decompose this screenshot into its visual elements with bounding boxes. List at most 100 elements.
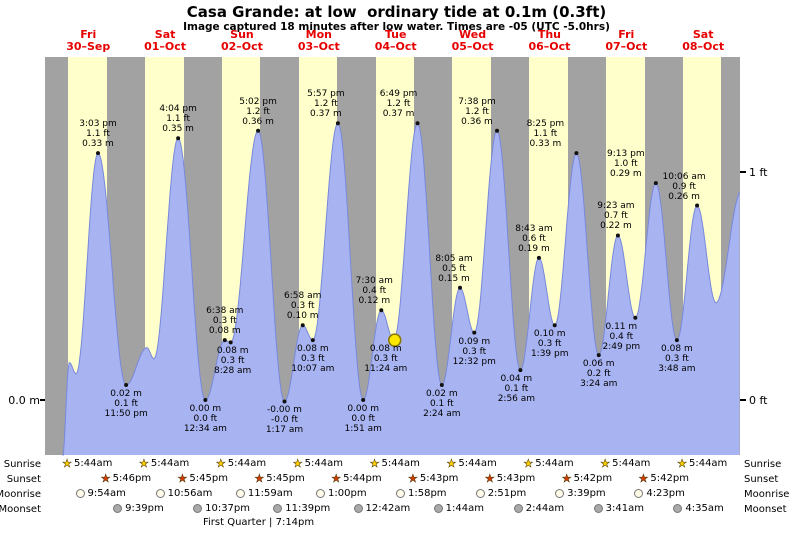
moonset-time: 1:44am [445, 503, 484, 514]
sunrise-star-icon: ★ [215, 457, 226, 470]
moonrise-entry: 3:39pm [555, 487, 606, 500]
moonset-time: 12:42am [365, 503, 411, 514]
sunrise-star-icon: ★ [523, 457, 534, 470]
moonrise-circle-icon [475, 489, 485, 498]
almanac-label-right-moonset: Moonset [744, 504, 787, 515]
sunrise-star-icon: ★ [139, 457, 149, 470]
day-date: 30–Sep [66, 39, 111, 53]
sunset-time: 5:42pm [650, 473, 689, 484]
moonrise-circle-icon [555, 489, 565, 498]
moonrise-entry: 4:23pm [634, 487, 685, 500]
sunset-entry: ★ 5:42pm [638, 472, 689, 485]
moonrise-entry: 9:54am [75, 487, 126, 500]
sunrise-star-icon: ★ [446, 457, 457, 470]
sunset-entry: ★ 5:43pm [484, 472, 536, 485]
sunset-time: 5:43pm [419, 473, 459, 484]
y-axis-label-meters: 0.0 m [8, 394, 40, 407]
moonset-entry: 12:42am [353, 502, 411, 515]
moonrise-circle-icon [316, 489, 326, 498]
y-axis-label-0ft: 0 ft [749, 394, 768, 407]
almanac-label-left-sunrise: Sunrise [3, 459, 41, 470]
moonset-entry: 4:35am [673, 502, 724, 515]
moonset-entry: 9:39pm [113, 502, 164, 515]
y-axis-label-1ft: 1 ft [749, 166, 768, 179]
moonset-entry: 10:37pm [193, 502, 250, 515]
day-label: Fri 07–Oct [586, 29, 666, 52]
day-label: Thu 06–Oct [509, 29, 589, 52]
sunset-time: 5:45pm [189, 473, 228, 484]
sunset-entry: ★ 5:45pm [254, 472, 305, 485]
moonrise-entry: 1:58pm [396, 487, 447, 500]
almanac-label-left-moonrise: Moonrise [0, 489, 41, 500]
sunset-star-icon: ★ [408, 472, 418, 485]
sunrise-star-icon: ★ [62, 457, 73, 470]
moonset-circle-icon [513, 504, 523, 513]
day-label: Fri 30–Sep [48, 29, 128, 52]
moonset-circle-icon [193, 504, 203, 513]
sunrise-time: 5:44am [150, 458, 190, 469]
moonrise-circle-icon [75, 489, 85, 498]
sunrise-time: 5:44am [688, 458, 728, 469]
chart-subtitle: Image captured 18 minutes after low wate… [183, 21, 610, 33]
moon-phase-note: First Quarter | 7:14pm [203, 517, 315, 528]
moonset-time: 11:39pm [285, 503, 331, 514]
day-label: Sat 08–Oct [663, 29, 743, 52]
sunset-entry: ★ 5:42pm [561, 472, 613, 485]
day-date: 08–Oct [682, 39, 725, 53]
sunset-time: 5:44pm [343, 473, 382, 484]
moonset-time: 3:41am [605, 503, 644, 514]
day-of-week: Thu [537, 28, 561, 41]
moonrise-time: 9:54am [87, 488, 126, 499]
almanac-label-left-sunset: Sunset [6, 474, 41, 485]
day-date: 04–Oct [374, 39, 417, 53]
sunrise-entry: ★ 5:44am [677, 457, 727, 470]
day-label: Mon 03–Oct [279, 29, 359, 52]
sunrise-entry: ★ 5:44am [293, 457, 343, 470]
sunset-star-icon: ★ [100, 472, 111, 485]
sunset-entry: ★ 5:43pm [408, 472, 459, 485]
day-of-week: Sat [154, 28, 176, 41]
day-of-week: Wed [459, 28, 487, 41]
day-label: Sun 02–Oct [202, 29, 282, 52]
axis-tick [740, 171, 746, 173]
sunrise-entry: ★ 5:44am [139, 457, 189, 470]
day-of-week: Fri [80, 28, 97, 41]
day-label: Sat 01–Oct [125, 29, 205, 52]
day-of-week: Tue [384, 28, 407, 41]
almanac-label-right-moonrise: Moonrise [744, 489, 790, 500]
sunrise-star-icon: ★ [677, 457, 687, 470]
moonset-time: 4:35am [685, 503, 724, 514]
sunset-time: 5:42pm [573, 473, 613, 484]
day-date: 03–Oct [297, 39, 340, 53]
moonrise-circle-icon [396, 489, 405, 498]
sunset-star-icon: ★ [484, 472, 495, 485]
day-labels-row: Fri 30–Sep Sat 01–Oct Sun 02–Oct Mon 03–Oct Tue 0… [0, 29, 793, 55]
moonset-entry: 1:44am [433, 502, 484, 515]
day-date: 02–Oct [221, 39, 263, 53]
moonset-circle-icon [273, 504, 283, 513]
sunrise-time: 5:44am [227, 458, 267, 469]
moonset-circle-icon [593, 504, 603, 513]
sunset-star-icon: ★ [638, 472, 649, 485]
sunrise-time: 5:44am [458, 458, 497, 469]
moonset-entry: 3:41am [593, 502, 644, 515]
moonset-time: 9:39pm [125, 503, 164, 514]
moonrise-entry: 2:51pm [475, 487, 526, 500]
moonrise-entry: 11:59am [235, 487, 293, 500]
sunrise-star-icon: ★ [369, 457, 380, 470]
sunset-star-icon: ★ [561, 472, 572, 485]
day-label: Tue 04–Oct [356, 29, 436, 52]
moonset-entry: 11:39pm [273, 502, 330, 515]
moonset-circle-icon [353, 504, 363, 513]
moonset-circle-icon [433, 504, 443, 513]
moonrise-time: 11:59am [247, 488, 293, 499]
sunset-entry: ★ 5:44pm [331, 472, 382, 485]
moonrise-entry: 10:56am [155, 487, 212, 500]
axis-tick [740, 399, 746, 401]
sunrise-entry: ★ 5:44am [600, 457, 650, 470]
moonset-time: 10:37pm [205, 503, 251, 514]
page-title: Casa Grande: at low ordinary tide at 0.1… [186, 3, 607, 21]
almanac-label-right-sunrise: Sunrise [744, 459, 782, 470]
